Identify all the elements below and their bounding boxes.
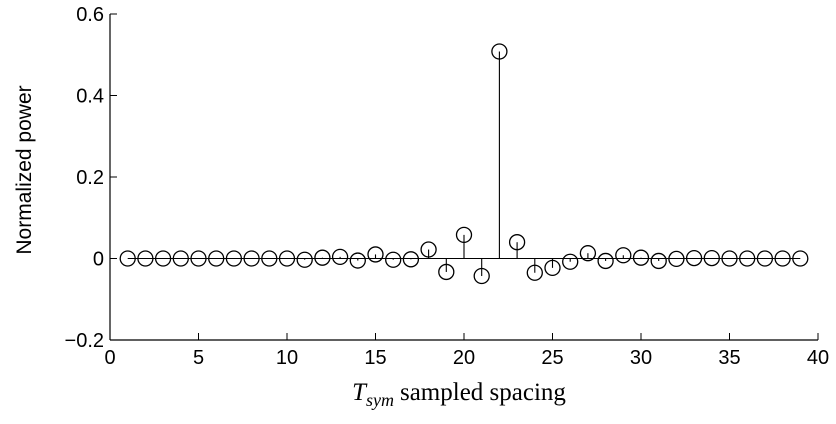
stem-marker <box>597 252 614 270</box>
axes-layer <box>109 14 818 341</box>
stem-marker <box>615 247 632 264</box>
stem-marker <box>473 267 490 285</box>
stem-marker <box>455 226 473 244</box>
x-tick-label: 5 <box>193 347 204 369</box>
y-tick-label: −0.2 <box>65 330 104 352</box>
stem-marker <box>296 251 313 268</box>
stem-marker <box>526 264 543 281</box>
y-tick-label: 0.6 <box>76 4 104 26</box>
x-tick-label: 35 <box>718 347 740 369</box>
stem-marker <box>367 246 384 263</box>
stem-marker <box>650 252 667 270</box>
x-axis-title-text: sampled spacing <box>400 379 566 406</box>
x-tick-label: 40 <box>807 347 829 369</box>
stem-marker <box>491 43 508 60</box>
stem-marker <box>349 252 366 269</box>
stem-marker <box>314 249 331 266</box>
stem-marker <box>385 251 402 268</box>
y-tick-label: 0 <box>93 249 104 271</box>
x-axis-title-symbol: T <box>352 379 368 406</box>
x-axis-title: Tsym sampled spacing <box>352 379 566 410</box>
stem-marker <box>508 234 526 251</box>
y-tick-label: 0.2 <box>76 167 104 189</box>
stem-marker <box>438 263 455 281</box>
x-tick-label: 30 <box>630 347 652 369</box>
stem-marker <box>544 259 561 277</box>
stem-marker <box>579 245 597 262</box>
ticks-layer: 0 5 10 15 20 25 30 35 40−0.200.20.40.6 <box>65 4 830 369</box>
x-tick-label: 15 <box>364 347 386 369</box>
stem-marker <box>402 251 420 268</box>
x-tick-label: 0 <box>104 347 115 369</box>
x-tick-label: 10 <box>276 347 298 369</box>
y-tick-label: 0.4 <box>76 86 104 108</box>
x-tick-label: 25 <box>541 347 563 369</box>
y-axis-title: Normalized power <box>13 85 36 254</box>
stem-marker <box>331 248 349 266</box>
stems-layer <box>304 51 660 277</box>
x-axis-title-subscript: sym <box>366 390 394 410</box>
x-tick-label: 20 <box>453 347 475 369</box>
stem-marker <box>420 241 437 258</box>
stem-marker <box>632 249 650 266</box>
stem-marker <box>562 253 579 270</box>
